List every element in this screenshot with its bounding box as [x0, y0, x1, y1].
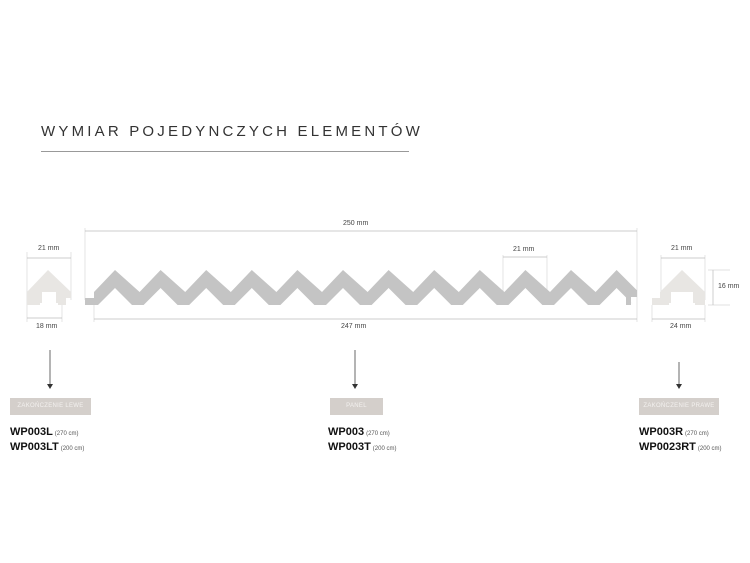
dim-panel-bottom: 247 mm — [341, 323, 367, 330]
product-code: WP0023RT (200 cm) — [639, 441, 722, 453]
right-end-profile — [652, 270, 705, 305]
arrowheads — [47, 384, 682, 389]
product-code: WP003LT (200 cm) — [10, 441, 85, 453]
dim-panel-pitch: 21 mm — [513, 246, 535, 253]
dim-right-bottom: 24 mm — [670, 323, 692, 330]
dimension-lines — [27, 230, 714, 320]
product-code: WP003L (270 cm) — [10, 426, 79, 438]
panel-profile — [85, 270, 637, 305]
page-title: WYMIAR POJEDYNCZYCH ELEMENTÓW — [41, 123, 423, 140]
product-code: WP003R (270 cm) — [639, 426, 709, 438]
product-code: WP003T (200 cm) — [328, 441, 397, 453]
dim-panel-top: 250 mm — [343, 220, 369, 227]
dim-left-bottom: 18 mm — [36, 323, 58, 330]
badge-right-end: ZAKOŃCZENIE PRAWE — [639, 398, 719, 415]
title-underline — [41, 151, 409, 152]
panel-shape — [85, 270, 637, 305]
dim-right-height: 16 mm — [718, 283, 740, 290]
badge-left-end: ZAKOŃCZENIE LEWE — [10, 398, 91, 415]
arrows — [49, 350, 680, 385]
dim-left-top: 21 mm — [38, 245, 60, 252]
product-code: WP003 (270 cm) — [328, 426, 390, 438]
left-end-profile — [27, 270, 71, 305]
dim-right-top: 21 mm — [671, 245, 693, 252]
extension-lines — [26, 228, 730, 322]
badge-panel: PANEL — [330, 398, 383, 415]
